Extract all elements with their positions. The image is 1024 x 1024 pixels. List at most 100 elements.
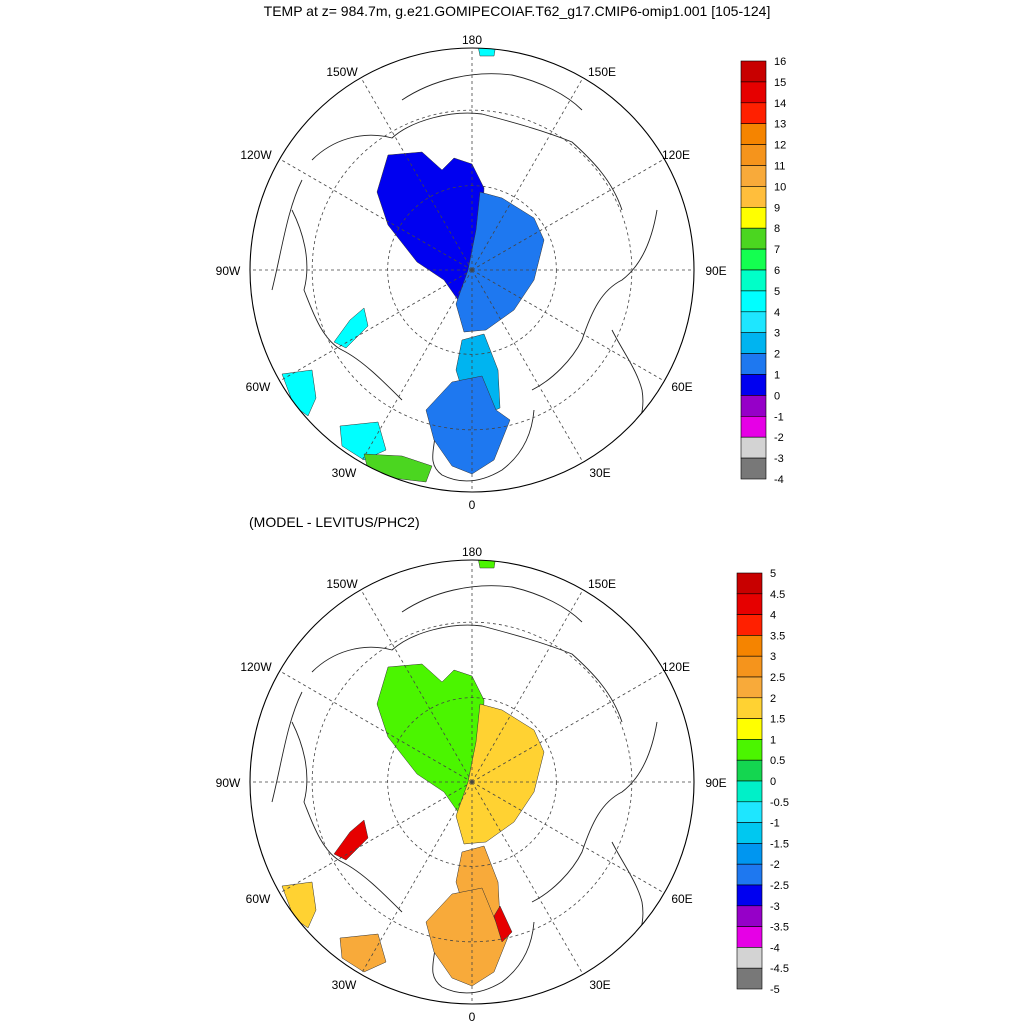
colorbar-swatch (740, 436, 767, 459)
colorbar-tick-label: 8 (774, 223, 780, 235)
colorbar: 5 4.5 4 3.5 3 2.5 2 1.5 1 0.5 0 -0.5 -1 -1.5 -2 -2.5 -3 -… (736, 568, 789, 996)
colorbar-swatch (736, 947, 763, 969)
colorbar-swatch (736, 759, 763, 782)
coastline (531, 209, 658, 391)
meridian-line (279, 670, 473, 783)
lon-label: 90W (216, 264, 241, 278)
colorbar-tick-label: 15 (774, 77, 786, 89)
lon-label: 90W (216, 776, 241, 790)
colorbar-tick-label: -1 (770, 818, 780, 830)
coastline (311, 112, 623, 211)
meridian-line (360, 781, 473, 975)
lon-label: 30E (589, 466, 610, 480)
colorbar-swatch (740, 290, 767, 313)
coastline (611, 329, 644, 461)
colorbar-tick-label: 3.5 (770, 630, 785, 642)
colorbar-tick-label: 16 (774, 56, 786, 68)
lon-label: 150E (588, 577, 616, 591)
region-eurasian-basin (455, 703, 545, 845)
lon-label: 0 (469, 498, 476, 512)
colorbar-tick-label: 10 (774, 181, 786, 193)
coastline (611, 841, 644, 973)
colorbar-swatch (736, 635, 763, 657)
colorbar-swatch (736, 905, 763, 927)
colorbar-tick-label: 4 (770, 610, 776, 622)
coastline (291, 721, 403, 913)
region-norwegian-coast (493, 905, 513, 943)
colorbar-tick-label: 2.5 (770, 672, 785, 684)
colorbar-tick-label: 3 (774, 328, 780, 340)
colorbar-swatch (740, 332, 767, 354)
region-eurasian-basin (455, 191, 545, 333)
colorbar-swatch (740, 395, 767, 417)
lon-label: 150E (588, 65, 616, 79)
region-bering-strait (477, 560, 497, 569)
meridian-line (471, 269, 584, 463)
colorbar-swatch (736, 739, 763, 761)
meridian-line (279, 781, 473, 894)
colorbar-swatch (740, 81, 767, 104)
colorbar-tick-label: 3 (770, 651, 776, 663)
lon-label: 30W (332, 978, 357, 992)
colorbar-swatch (740, 374, 767, 396)
colorbar-swatch (736, 593, 763, 615)
colorbar-tick-label: -2 (774, 432, 784, 444)
colorbar-swatch (736, 884, 763, 907)
colorbar-swatch (736, 718, 763, 740)
coastline (271, 691, 303, 803)
coastline (271, 179, 303, 291)
colorbar-tick-label: -4 (770, 942, 780, 954)
colorbar-tick-label: 14 (774, 98, 786, 110)
lon-label: 60E (671, 380, 692, 394)
colorbar-swatch (740, 123, 767, 145)
lon-label: 60E (671, 892, 692, 906)
meridian-line (471, 77, 584, 271)
map-boundary (249, 559, 695, 1005)
region-nordic-seas-greenland-norwegian- (425, 375, 511, 475)
colorbar-tick-label: 12 (774, 140, 786, 152)
coastline (311, 624, 623, 723)
meridian-line (471, 781, 665, 894)
latitude-circle (311, 109, 633, 431)
page-title: TEMP at z= 984.7m, g.e21.GOMIPECOIAF.T62… (263, 3, 771, 19)
colorbar-swatch (740, 269, 767, 292)
lon-label: 120E (662, 148, 690, 162)
colorbar-swatch (736, 822, 763, 844)
colorbar-swatch (740, 227, 767, 250)
map-boundary (249, 47, 695, 493)
meridian-line (279, 158, 473, 271)
colorbar-swatch (740, 207, 767, 229)
colorbar-swatch (740, 144, 767, 166)
colorbar-swatch (736, 863, 763, 886)
colorbar-swatch (740, 353, 767, 375)
colorbar-tick-label: -0.5 (770, 797, 789, 809)
colorbar-tick-label: 0.5 (770, 755, 785, 767)
colorbar-tick-label: 0 (770, 776, 776, 788)
colorbar-swatch (740, 60, 767, 83)
meridian-line (471, 670, 665, 783)
lon-label: 90E (705, 776, 726, 790)
lon-label: 150W (326, 577, 358, 591)
colorbar-tick-label: 5 (774, 286, 780, 298)
colorbar-tick-label: 4 (774, 307, 780, 319)
coastline (291, 209, 403, 401)
colorbar-tick-label: -1.5 (770, 838, 789, 850)
colorbar-tick-label: 1.5 (770, 714, 785, 726)
meridian-line (279, 269, 473, 382)
colorbar-swatch (736, 843, 763, 865)
colorbar-swatch (740, 415, 767, 438)
colorbar-swatch (740, 165, 767, 187)
colorbar-tick-label: -2 (770, 859, 780, 871)
map-content (250, 48, 694, 492)
colorbar-swatch (740, 457, 767, 480)
colorbar-tick-label: -2.5 (770, 880, 789, 892)
lon-label: 30E (589, 978, 610, 992)
region-irminger-sea (339, 421, 387, 461)
meridian-line (471, 158, 665, 271)
colorbar-tick-label: -4 (774, 474, 784, 486)
meridian-line (360, 269, 473, 463)
lon-label: 150W (326, 65, 358, 79)
colorbar-swatch (736, 655, 763, 678)
colorbar-tick-label: -5 (770, 984, 780, 996)
